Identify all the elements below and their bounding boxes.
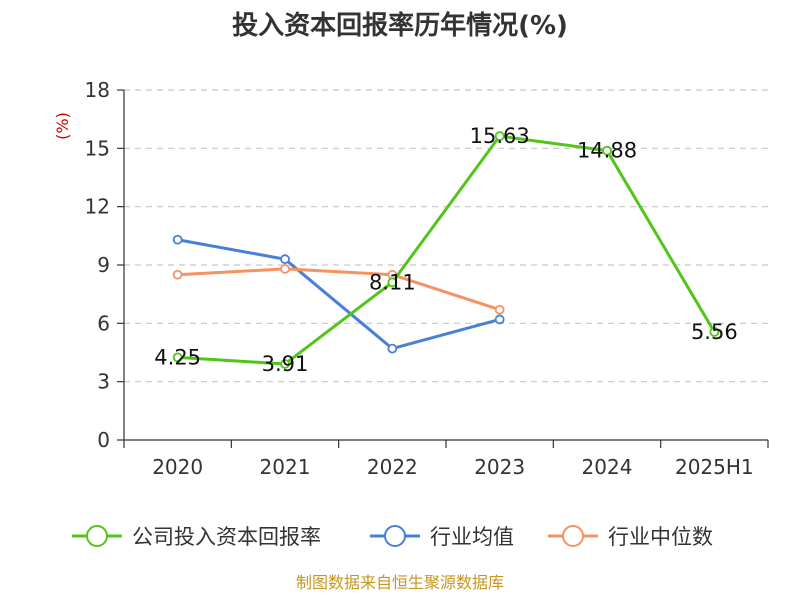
- source-note: 制图数据来自恒生聚源数据库: [296, 573, 504, 592]
- axes: [117, 89, 769, 448]
- data-point: [709, 326, 720, 337]
- data-point: [172, 269, 183, 280]
- legend-marker: [562, 525, 584, 547]
- series-lines: [177, 134, 716, 366]
- series-line: [177, 267, 501, 312]
- data-point: [172, 234, 183, 245]
- data-point: [280, 254, 290, 265]
- chart-title: 投入资本回报率历年情况(%): [232, 10, 568, 41]
- y-tick-label: 6: [97, 311, 110, 335]
- data-point: [494, 304, 505, 315]
- y-tick-labels: 0 3 6 9 12 15 18: [85, 78, 110, 452]
- series-points: [172, 131, 720, 369]
- data-point: [494, 314, 505, 325]
- y-tick-label: 0: [97, 428, 110, 452]
- data-label: 14.88: [577, 139, 637, 163]
- y-axis-unit: (%): [53, 112, 72, 140]
- data-point: [602, 145, 612, 156]
- series-line: [177, 134, 716, 366]
- x-tick-label: 2021: [260, 455, 311, 479]
- data-point: [172, 352, 183, 363]
- x-tick-label: 2020: [152, 455, 203, 479]
- x-tick-label: 2025H1: [675, 455, 754, 479]
- y-tick-label: 12: [85, 195, 110, 219]
- data-label: 15.63: [470, 124, 530, 148]
- legend-label: 行业均值: [430, 525, 514, 549]
- legend-label: 公司投入资本回报率: [132, 525, 321, 549]
- data-labels: 4.25 3.91 8.11 15.63 14.88 5.56: [154, 124, 737, 376]
- data-point: [387, 343, 398, 354]
- x-tick-label: 2022: [367, 455, 418, 479]
- legend-marker: [384, 525, 406, 547]
- data-label: 8.11: [369, 270, 416, 294]
- data-label: 3.91: [262, 352, 309, 376]
- y-tick-label: 15: [85, 136, 110, 160]
- legend: 公司投入资本回报率 行业均值 行业中位数: [72, 525, 713, 549]
- x-tick-labels: 2020 2021 2022 2023 2024 2025H1: [152, 455, 753, 479]
- gridlines: [124, 89, 768, 383]
- series-line: [177, 238, 501, 351]
- x-tick-label: 2024: [582, 455, 633, 479]
- data-label: 4.25: [154, 345, 201, 369]
- legend-label: 行业中位数: [608, 525, 713, 549]
- data-point: [387, 277, 398, 288]
- data-point: [494, 131, 505, 141]
- y-tick-label: 3: [97, 370, 110, 394]
- x-tick-label: 2023: [474, 455, 525, 479]
- y-tick-label: 9: [97, 253, 110, 277]
- data-label: 5.56: [691, 320, 738, 344]
- y-tick-label: 18: [85, 78, 110, 102]
- data-point: [280, 263, 290, 274]
- legend-marker: [86, 525, 108, 547]
- data-point: [280, 359, 290, 369]
